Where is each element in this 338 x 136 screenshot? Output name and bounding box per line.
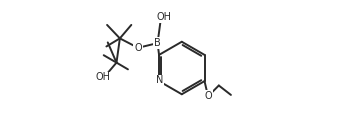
Text: O: O [134,43,142,53]
Text: O: O [204,91,212,101]
Text: OH: OH [157,12,172,22]
Text: OH: OH [96,72,111,82]
Text: N: N [156,75,163,85]
Text: B: B [154,38,161,48]
